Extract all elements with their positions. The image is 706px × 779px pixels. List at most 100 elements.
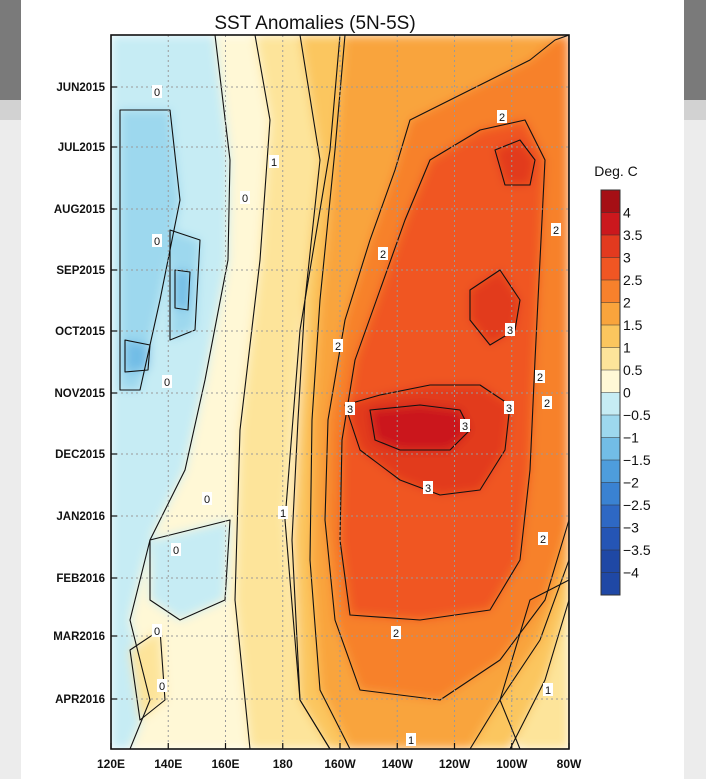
contour-label: 0 [240, 191, 250, 205]
svg-text:3: 3 [347, 404, 353, 416]
colorbar-tick-label: −4 [623, 565, 639, 581]
frame-right-strip [684, 0, 706, 779]
contour-label: 2 [538, 532, 548, 546]
svg-text:0: 0 [154, 87, 160, 99]
y-tick-label: FEB2016 [56, 573, 105, 585]
colorbar-swatch [601, 527, 620, 551]
contour-label: 3 [423, 481, 433, 495]
svg-text:3: 3 [462, 421, 468, 433]
colorbar-swatch [601, 212, 620, 236]
colorbar-swatch [601, 437, 620, 461]
contour-label: 0 [152, 624, 162, 638]
colorbar-swatch [601, 347, 620, 371]
svg-text:1: 1 [271, 157, 277, 169]
frame-left-strip [0, 0, 21, 779]
contour-label: 2 [551, 223, 561, 237]
svg-text:0: 0 [154, 626, 160, 638]
colorbar-tick-label: −3 [623, 520, 639, 536]
colorbar-title: Deg. C [594, 163, 638, 179]
contour-label: 1 [278, 506, 288, 520]
svg-text:2: 2 [553, 225, 559, 237]
svg-text:0: 0 [154, 236, 160, 248]
contour-label: 2 [391, 626, 401, 640]
svg-text:0: 0 [159, 681, 165, 693]
y-tick-label: MAR2016 [53, 631, 105, 643]
x-tick-label: 160E [211, 757, 239, 771]
contour-label: 3 [504, 401, 514, 415]
colorbar-swatch [601, 392, 620, 416]
colorbar-swatch [601, 325, 620, 348]
chart-title: SST Anomalies (5N-5S) [214, 13, 415, 34]
y-tick-label: NOV2015 [54, 388, 105, 400]
colorbar-swatch [601, 280, 620, 303]
y-axis: JUN2015 JUL2015 AUG2015 SEP2015 OCT2015 NOV20… [53, 82, 117, 706]
y-tick-label: SEP2015 [56, 265, 105, 277]
y-tick-label: DEC2015 [55, 449, 105, 461]
x-tick-label: 80W [557, 757, 582, 771]
colorbar-swatch [601, 415, 620, 438]
contour-label: 1 [543, 683, 553, 697]
contour-label: 2 [333, 339, 343, 353]
x-tick-label: 140E [154, 757, 182, 771]
contour-label: 1 [269, 155, 279, 169]
contour-label: 0 [171, 543, 181, 557]
x-tick-label: 100W [496, 757, 528, 771]
contour-label: 2 [535, 370, 545, 384]
colorbar-swatch [601, 302, 620, 326]
colorbar-swatch [601, 460, 620, 483]
colorbar-tick-label: 1.5 [623, 317, 643, 333]
y-tick-label: JUN2015 [56, 82, 105, 94]
svg-text:1: 1 [280, 508, 286, 520]
colorbar-tick-label: −2.5 [623, 497, 651, 513]
contour-label: 0 [162, 375, 172, 389]
colorbar-swatch [601, 370, 620, 393]
colorbar-swatch [601, 550, 620, 573]
svg-text:2: 2 [393, 628, 399, 640]
svg-text:2: 2 [335, 341, 341, 353]
x-tick-label: 160W [324, 757, 356, 771]
svg-text:0: 0 [204, 494, 210, 506]
svg-text:1: 1 [408, 735, 414, 747]
contour-label: 0 [202, 492, 212, 506]
colorbar-swatch [601, 235, 620, 258]
colorbar-tick-label: 3 [623, 250, 631, 266]
y-tick-label: APR2016 [55, 694, 105, 706]
y-tick-label: JUL2015 [58, 142, 106, 154]
x-axis: 120E 140E 160E 180 160W 140W 120W 100W 80W [97, 743, 582, 771]
colorbar-swatch [601, 482, 620, 506]
y-tick-label: JAN2016 [56, 511, 105, 523]
colorbar-tick-label: 4 [623, 205, 631, 221]
x-tick-label: 180 [273, 757, 293, 771]
contour-label: 1 [406, 733, 416, 747]
contour-label: 2 [378, 247, 388, 261]
svg-text:2: 2 [540, 534, 546, 546]
svg-text:2: 2 [537, 372, 543, 384]
svg-text:2: 2 [544, 398, 550, 410]
colorbar-tick-label: −1 [623, 430, 639, 446]
contour-labels: 0 0 0 0 0 0 0 0 1 1 1 1 2 2 2 2 2 2 2 2 3 3 3 3 3 [152, 85, 561, 747]
y-tick-label: OCT2015 [55, 326, 105, 338]
svg-text:3: 3 [425, 483, 431, 495]
colorbar-tick-label: 3.5 [623, 227, 643, 243]
plot-field [111, 35, 569, 749]
svg-text:1: 1 [545, 685, 551, 697]
svg-text:2: 2 [499, 112, 505, 124]
colorbar-tick-label: −0.5 [623, 407, 651, 423]
y-tick-label: AUG2015 [54, 204, 106, 216]
colorbar-tick-label: −1.5 [623, 452, 651, 468]
colorbar-swatch [601, 257, 620, 281]
x-tick-label: 120E [97, 757, 125, 771]
colorbar-tick-label: −3.5 [623, 542, 651, 558]
contour-label: 2 [497, 110, 507, 124]
contour-label: 0 [152, 85, 162, 99]
contour-label: 0 [152, 234, 162, 248]
contour-label: 0 [157, 679, 167, 693]
svg-text:3: 3 [506, 403, 512, 415]
colorbar-tick-label: −2 [623, 475, 639, 491]
colorbar-tick-label: 1 [623, 340, 631, 356]
colorbar-tick-label: 0.5 [623, 362, 643, 378]
colorbar-swatch [601, 505, 620, 528]
colorbar-tick-label: 2 [623, 295, 631, 311]
colorbar-swatch [601, 190, 620, 213]
svg-text:0: 0 [242, 193, 248, 205]
